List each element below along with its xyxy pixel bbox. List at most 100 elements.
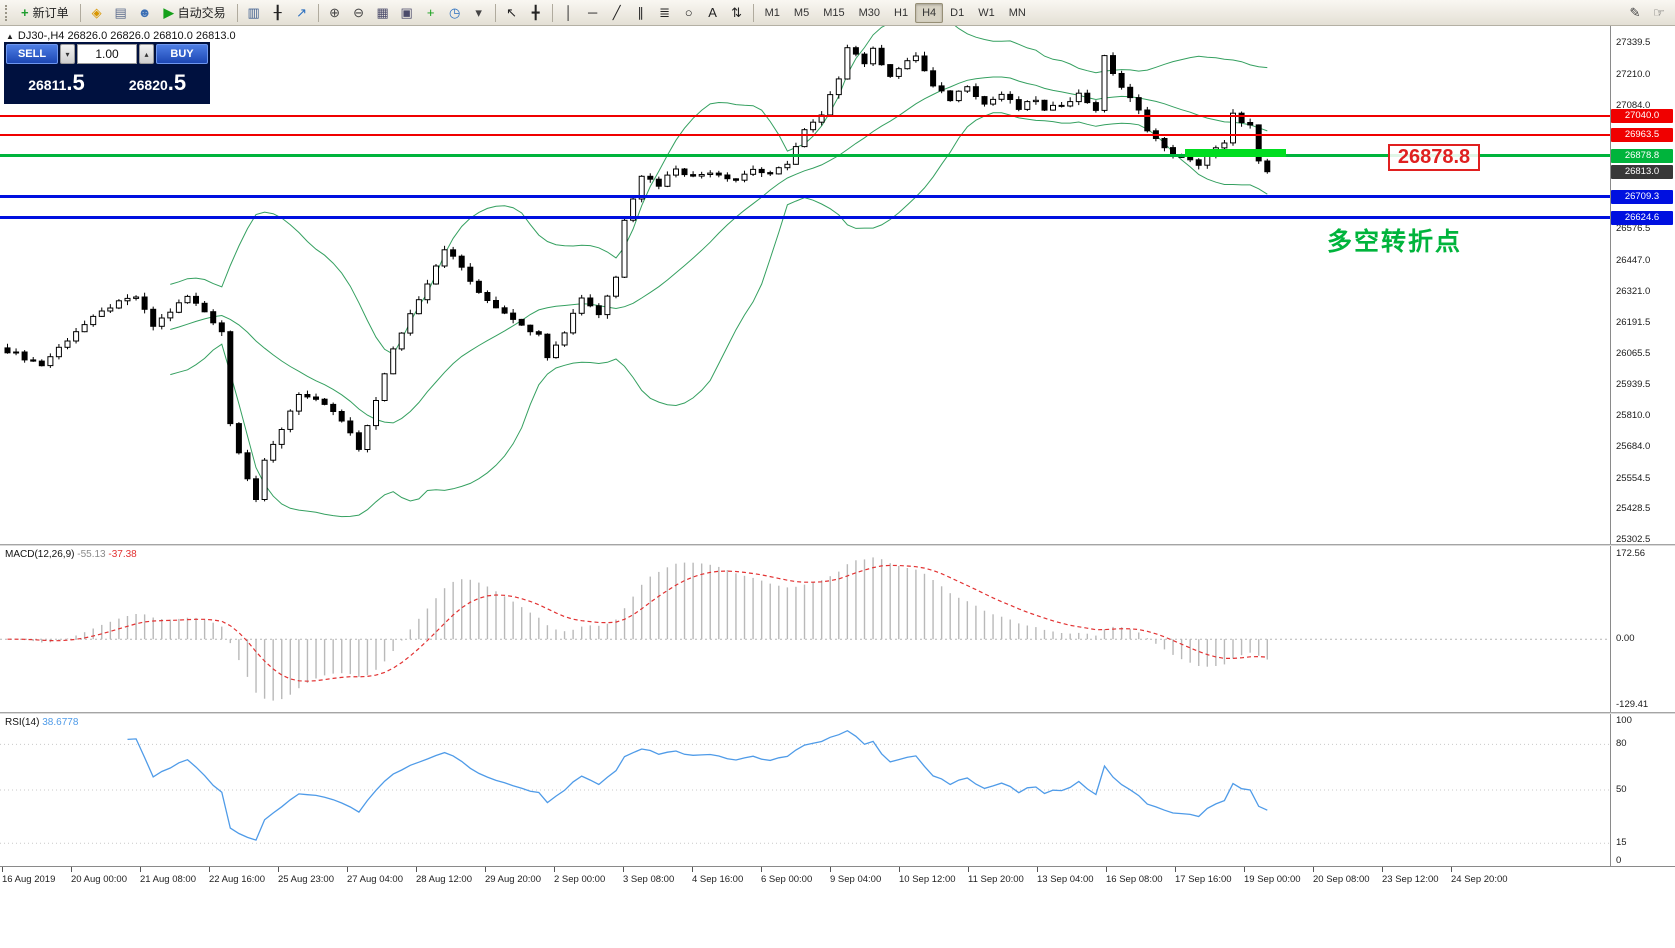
volume-increase-button[interactable]: ▴ [139, 44, 154, 64]
price-axis-label: 27210.0 [1616, 68, 1651, 80]
buy-button[interactable]: BUY [156, 44, 208, 64]
volume-input[interactable]: 1.00 [77, 44, 137, 64]
vertical-line-button[interactable]: │ [557, 2, 581, 24]
rsi-value: 38.6778 [42, 717, 79, 728]
pointer-hand-button[interactable]: ☞ [1647, 2, 1671, 24]
toolbar-grip[interactable] [5, 4, 9, 21]
horizontal-line-27040.0[interactable] [0, 115, 1610, 118]
rsi-panel-splitter[interactable] [0, 712, 1675, 714]
autotrading-button[interactable]: ▶ 自动交易 [157, 2, 233, 24]
macd-label: MACD(12,26,9) -55.13 -37.38 [5, 549, 137, 560]
time-axis-tick [278, 867, 279, 872]
toolbar-separator [236, 3, 238, 22]
horizontal-line-26878.8[interactable] [0, 154, 1610, 158]
crosshair-button[interactable]: ╋ [524, 2, 548, 24]
shapes-icon: ○ [684, 5, 693, 20]
new-order-button[interactable]: + 新订单 [14, 2, 76, 24]
vertical-line-icon: │ [564, 5, 573, 20]
timeframe-button-m15[interactable]: M15 [823, 6, 845, 19]
new-order-icon: + [21, 5, 29, 20]
tile-windows-button[interactable]: ▦ [371, 2, 395, 24]
arrows-icon: ⇅ [731, 5, 743, 20]
timeframe-button-m1[interactable]: M1 [764, 6, 780, 19]
period-clock-button[interactable]: ◷ [443, 2, 467, 24]
rsi-label: RSI(14) 38.6778 [5, 717, 79, 728]
bar-chart-button[interactable]: ▥ [242, 2, 266, 24]
candlestick-button[interactable]: ╂ [266, 2, 290, 24]
templates-dropdown-button[interactable]: ▾ [467, 2, 491, 24]
candlestick-icon: ╂ [273, 5, 282, 20]
sell-button[interactable]: SELL [6, 44, 58, 64]
rsi-canvas[interactable] [0, 714, 1610, 866]
timeframe-button-m30[interactable]: M30 [858, 6, 880, 19]
chart-ohlc-readout: ▲ DJ30-,H4 26826.0 26826.0 26810.0 26813… [6, 30, 236, 42]
metaeditor-icon: ◈ [91, 5, 102, 20]
profile-button[interactable]: ☻ [133, 2, 157, 24]
timeframe-button-h1[interactable]: H1 [894, 6, 909, 19]
macd-canvas[interactable] [0, 546, 1610, 712]
zoom-out-button[interactable]: ⊖ [347, 2, 371, 24]
horizontal-line-26624.6[interactable] [0, 216, 1610, 220]
zoom-in-button[interactable]: ⊕ [323, 2, 347, 24]
trendline-button[interactable]: ╱ [605, 2, 629, 24]
time-axis-label: 11 Sep 20:00 [968, 874, 1024, 885]
time-axis-tick [623, 867, 624, 872]
print-button[interactable]: ▤ [109, 2, 133, 24]
macd-panel-splitter[interactable] [0, 544, 1675, 546]
time-axis-tick [140, 867, 141, 872]
price-chart-canvas[interactable] [0, 26, 1610, 544]
price-axis-label: 26065.5 [1616, 347, 1651, 359]
metaeditor-button[interactable]: ◈ [85, 2, 109, 24]
rsi-axis-label: 50 [1616, 784, 1627, 795]
price-axis-label: 26321.0 [1616, 285, 1651, 297]
timeframe-button-m5[interactable]: M5 [793, 6, 810, 19]
time-axis-tick [1382, 867, 1383, 872]
fibonacci-button[interactable]: ≣ [653, 2, 677, 24]
text-button[interactable]: A [701, 2, 725, 24]
timeframe-button-mn[interactable]: MN [1008, 6, 1026, 19]
time-axis-label: 20 Aug 00:00 [71, 874, 127, 885]
ohlc-text: DJ30-,H4 26826.0 26826.0 26810.0 26813.0 [17, 30, 236, 42]
cascade-windows-icon: ▣ [400, 5, 413, 20]
timeframe-button-h4[interactable]: H4 [915, 2, 944, 23]
macd-main-value: -55.13 [77, 549, 106, 560]
volume-decrease-button[interactable]: ▾ [60, 44, 75, 64]
timeframe-button-d1[interactable]: D1 [950, 6, 965, 19]
time-axis-tick [209, 867, 210, 872]
channel-button[interactable]: ∥ [629, 2, 653, 24]
price-axis-label: 27084.0 [1616, 99, 1651, 111]
cascade-windows-button[interactable]: ▣ [395, 2, 419, 24]
spin-down-icon: ▾ [65, 49, 70, 59]
arrows-button[interactable]: ⇅ [725, 2, 749, 24]
line-chart-button[interactable]: ↗ [290, 2, 314, 24]
sell-price[interactable]: 26811.5 [28, 70, 85, 95]
support-highlight-bar[interactable] [1185, 149, 1286, 157]
time-axis-tick [1313, 867, 1314, 872]
cursor-button[interactable]: ↖ [500, 2, 524, 24]
horizontal-line-26709.3[interactable] [0, 195, 1610, 199]
timeframe-button-w1[interactable]: W1 [978, 6, 995, 19]
time-axis-label: 10 Sep 12:00 [899, 874, 956, 885]
time-axis-label: 25 Aug 23:00 [278, 874, 334, 885]
time-axis-tick [1175, 867, 1176, 872]
pencil-button[interactable]: ✎ [1623, 2, 1647, 24]
time-axis-tick [416, 867, 417, 872]
horizontal-line-26963.5[interactable] [0, 133, 1610, 136]
shapes-button[interactable]: ○ [677, 2, 701, 24]
indicators-add-button[interactable]: + [419, 2, 443, 24]
time-axis-tick [692, 867, 693, 872]
line-chart-icon: ↗ [296, 5, 308, 20]
price-callout-box[interactable]: 26878.8 [1388, 144, 1480, 171]
toolbar: + 新订单 ◈ ▤ ☻ ▶ 自动交易 ▥ ╂ ↗ ⊕ ⊖ ▦ ▣ + ◷ ▾ ↖ ╋ │ ─ ╱ ∥ ≣ ○ A ⇅ M1 M5 M15 M… [0, 0, 1675, 26]
time-axis-tick [761, 867, 762, 872]
chart-annotation-text[interactable]: 多空转折点 [1327, 228, 1463, 256]
buy-price[interactable]: 26820.5 [128, 70, 187, 95]
horizontal-line-button[interactable]: ─ [581, 2, 605, 24]
price-axis-label: 25554.5 [1616, 472, 1651, 484]
zoom-out-icon: ⊖ [353, 5, 365, 20]
time-axis-label: 16 Aug 2019 [2, 874, 56, 885]
indicators-add-icon: + [426, 5, 435, 20]
price-axis-label: 25428.5 [1616, 503, 1651, 515]
profile-icon: ☻ [137, 5, 152, 20]
price-axis-label: 25302.5 [1616, 534, 1651, 545]
